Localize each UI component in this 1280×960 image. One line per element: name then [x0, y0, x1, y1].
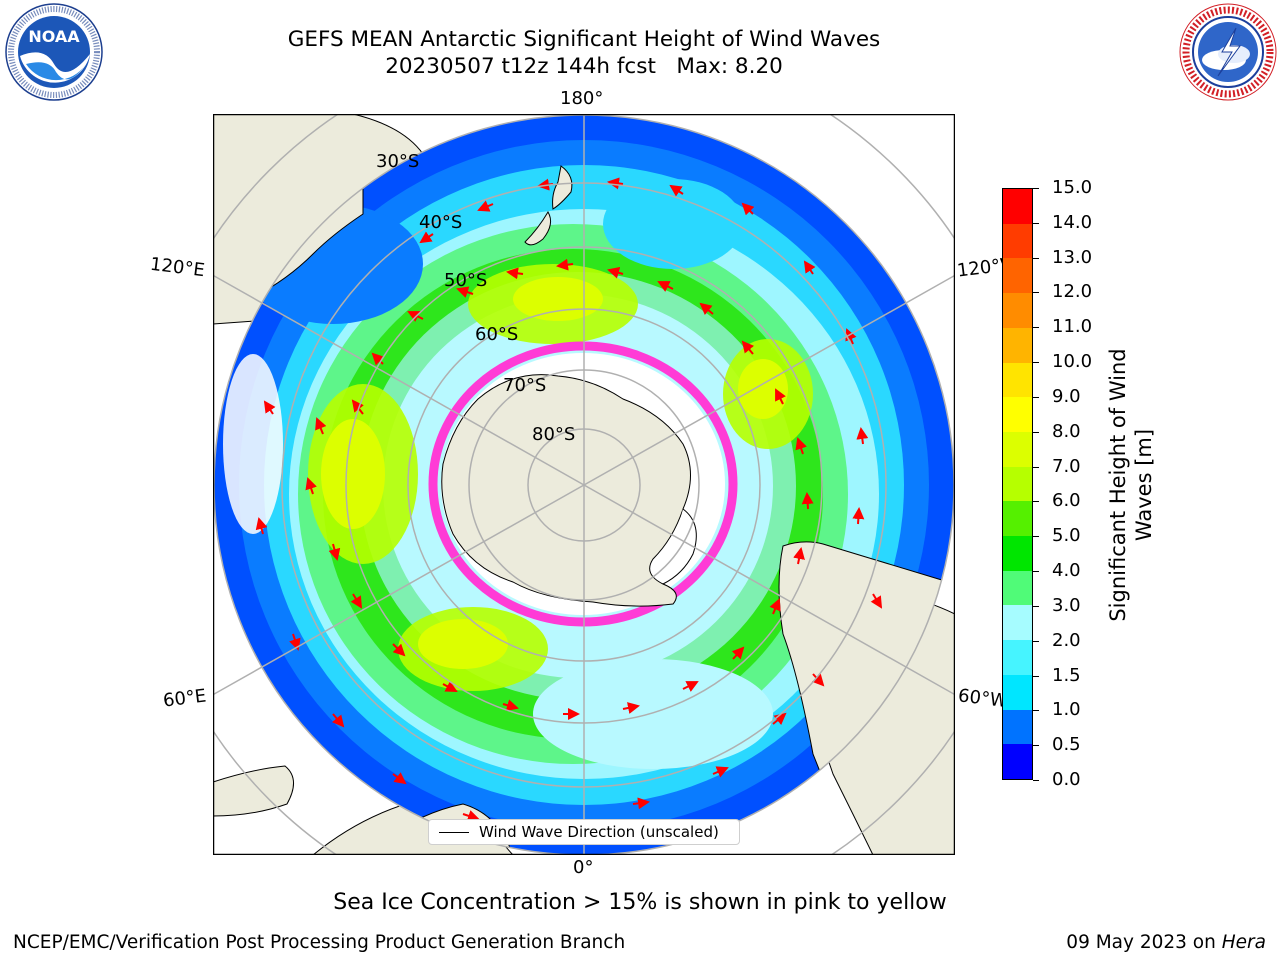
colorbar-segment: [1003, 362, 1032, 398]
colorbar-tick-mark: [1033, 362, 1039, 364]
colorbar-tick-label: 7.0: [1052, 455, 1081, 477]
colorbar-segment: [1003, 397, 1032, 432]
forecast-run: 20230507 t12z 144h fcst: [385, 54, 656, 79]
colorbar-tick-mark: [1033, 188, 1039, 189]
colorbar-tick-mark: [1033, 675, 1039, 677]
colorbar-tick-label: 6.0: [1052, 490, 1081, 512]
colorbar-tick-mark: [1033, 466, 1039, 468]
colorbar-tick-label: 1.5: [1052, 664, 1081, 686]
lat-label-40s: 40°S: [419, 212, 463, 233]
colorbar-tick-label: 13.0: [1052, 246, 1093, 268]
colorbar-ticks: 0.0 0.5 1.0 1.5 2.0 3.0 4.0 5.0 6.0 7.0 8.0 9.0 10.0…: [1033, 177, 1103, 790]
colorbar-segment: [1003, 501, 1032, 537]
colorbar-tick-mark: [1033, 710, 1039, 712]
colorbar-tick-label: 15.0: [1052, 177, 1093, 198]
colorbar-tick-mark: [1033, 396, 1039, 398]
colorbar-tick-mark: [1033, 292, 1039, 294]
legend-label: Wind Wave Direction (unscaled): [479, 823, 719, 841]
colorbar-segment: [1003, 258, 1032, 294]
colorbar-segment: [1003, 570, 1032, 606]
colorbar-tick-label: 4.0: [1052, 560, 1081, 582]
colorbar-tick-label: 2.0: [1052, 629, 1081, 651]
lat-label-30s: 30°S: [376, 151, 420, 172]
legend-line-icon: [439, 832, 469, 833]
colorbar-tick-label: 8.0: [1052, 420, 1081, 442]
footer-date-text: 09 May 2023 on: [1066, 932, 1216, 953]
footer-host: Hera: [1221, 932, 1266, 953]
colorbar-segment: [1003, 189, 1032, 224]
max-value: Max: 8.20: [676, 54, 783, 79]
noaa-logo-text: NOAA: [28, 27, 80, 46]
chart-subtitle: 20230507 t12z 144h fcst Max: 8.20: [0, 53, 1168, 81]
colorbar-tick-label: 0.5: [1052, 734, 1081, 756]
colorbar-label: Significant Height of Wind Waves [m]: [1106, 348, 1156, 622]
wind-direction-arrows: [255, 177, 883, 841]
colorbar: [1002, 188, 1033, 780]
colorbar-tick-mark: [1033, 257, 1039, 259]
lat-label-60s: 60°S: [475, 324, 519, 345]
colorbar-segment: [1003, 709, 1032, 745]
colorbar-tick-mark: [1033, 571, 1039, 573]
lon-label-60e: 60°E: [161, 685, 208, 712]
colorbar-tick-label: 14.0: [1052, 211, 1093, 233]
colorbar-segment: [1003, 536, 1032, 571]
colorbar-tick-label: 1.0: [1052, 699, 1081, 721]
lon-label-0: 0°: [573, 857, 594, 878]
colorbar-tick-label: 12.0: [1052, 281, 1093, 303]
colorbar-tick-mark: [1033, 640, 1039, 642]
map-legend: Wind Wave Direction (unscaled): [428, 819, 740, 845]
colorbar-tick-mark: [1033, 605, 1039, 607]
colorbar-segment: [1003, 466, 1032, 502]
colorbar-tick-mark: [1033, 780, 1039, 781]
noaa-logo-icon: NOAA: [5, 3, 103, 101]
polar-map: [213, 114, 955, 855]
sea-ice-note: Sea Ice Concentration > 15% is shown in …: [333, 890, 947, 915]
colorbar-tick-mark: [1033, 431, 1039, 433]
footer-org: NCEP/EMC/Verification Post Processing Pr…: [13, 932, 626, 953]
colorbar-segment: [1003, 744, 1032, 779]
colorbar-segment: [1003, 223, 1032, 259]
footer-date: 09 May 2023 on Hera: [1066, 932, 1266, 953]
colorbar-tick-label: 10.0: [1052, 351, 1093, 373]
colorbar-tick-label: 11.0: [1052, 316, 1093, 338]
colorbar-tick-mark: [1033, 222, 1039, 224]
colorbar-tick-label: 3.0: [1052, 594, 1081, 616]
colorbar-segment: [1003, 605, 1032, 641]
chart-title: GEFS MEAN Antarctic Significant Height o…: [287, 27, 881, 52]
colorbar-tick-mark: [1033, 501, 1039, 503]
colorbar-segment: [1003, 327, 1032, 363]
lat-label-50s: 50°S: [444, 270, 488, 291]
colorbar-tick-label: 9.0: [1052, 385, 1081, 407]
colorbar-tick-mark: [1033, 745, 1039, 747]
colorbar-segment: [1003, 674, 1032, 710]
lat-label-80s: 80°S: [532, 424, 576, 445]
colorbar-tick-label: 5.0: [1052, 525, 1081, 547]
colorbar-segment: [1003, 293, 1032, 328]
lon-label-180: 180°: [560, 88, 604, 109]
lon-label-120e: 120°E: [148, 253, 206, 282]
lon-label-60w: 60°W: [956, 685, 1007, 712]
colorbar-segment: [1003, 431, 1032, 467]
colorbar-tick-mark: [1033, 536, 1039, 538]
nws-logo-icon: [1179, 3, 1277, 101]
colorbar-tick-mark: [1033, 327, 1039, 329]
colorbar-tick-label: 0.0: [1052, 769, 1081, 790]
colorbar-segment: [1003, 640, 1032, 675]
lat-label-70s: 70°S: [503, 375, 547, 396]
